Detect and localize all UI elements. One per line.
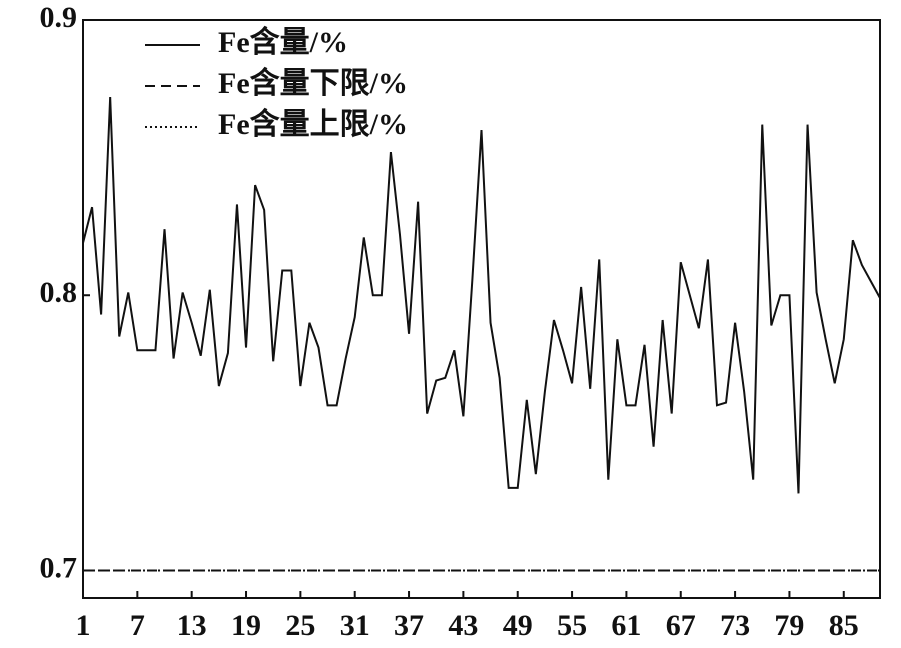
x-tick-label: 37 [394,609,424,642]
y-tick-label: 0.9 [40,1,78,34]
plot-frame [82,19,881,599]
x-tick-label: 73 [720,609,750,642]
x-tick-label: 1 [76,609,91,642]
x-tick-label: 31 [340,609,370,642]
x-tick-label: 85 [829,609,859,642]
x-tick-label: 61 [611,609,641,642]
legend-label: Fe含量下限/% [218,66,408,100]
x-tick-label: 79 [774,609,804,642]
legend-label: Fe含量/% [218,25,348,59]
x-tick-label: 7 [130,609,145,642]
x-tick-label: 43 [448,609,478,642]
y-tick-label: 0.7 [40,551,78,584]
y-tick-label: 0.8 [40,276,78,309]
legend-label: Fe含量上限/% [218,107,408,141]
x-tick-label: 67 [666,609,696,642]
data-line [82,97,881,494]
x-tick-label: 49 [503,609,533,642]
x-tick-label: 25 [285,609,315,642]
x-tick-label: 55 [557,609,587,642]
x-tick-label: 19 [231,609,261,642]
x-tick-label: 13 [177,609,207,642]
